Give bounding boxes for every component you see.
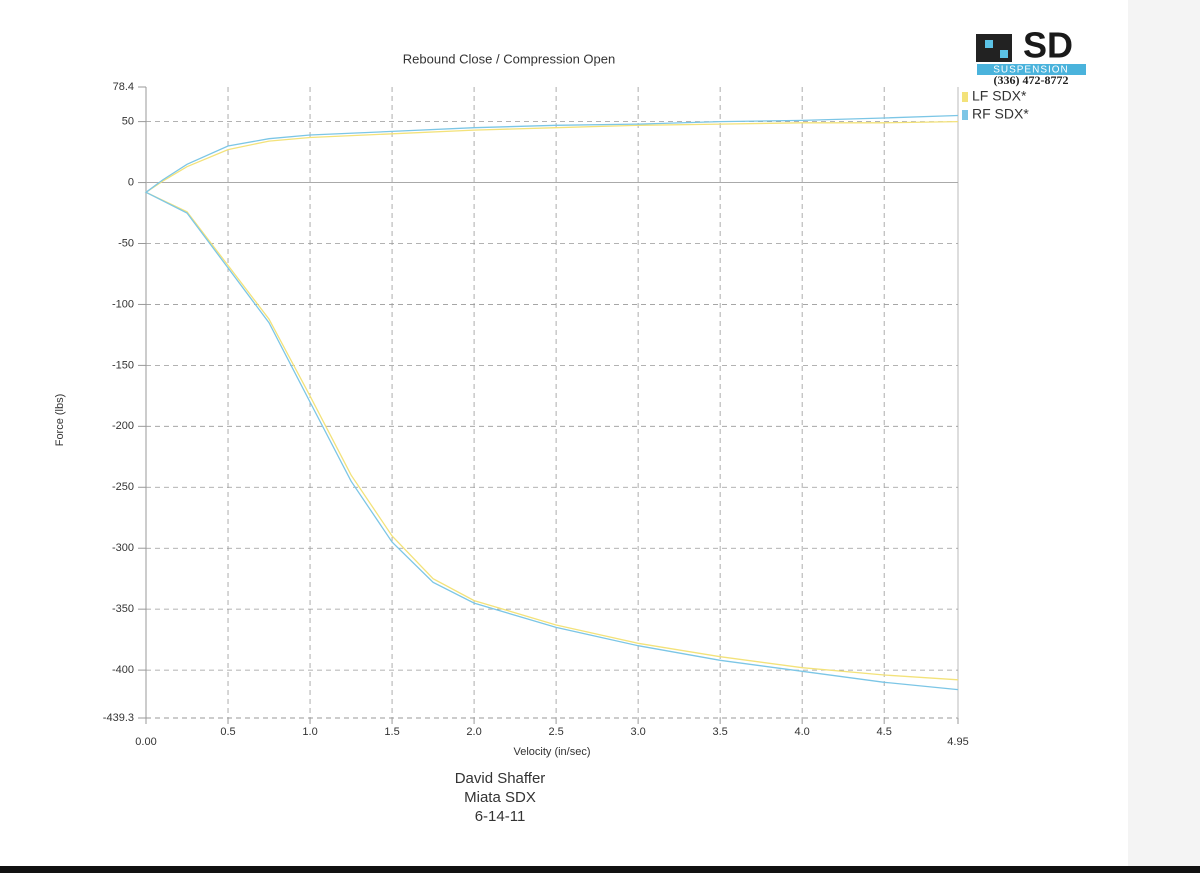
x-axis-label: Velocity (in/sec): [513, 746, 590, 758]
y-tick-label: -250: [112, 481, 134, 493]
legend-swatch: [962, 92, 968, 102]
x-tick-label: 2.0: [466, 726, 481, 738]
y-tick-label: -100: [112, 298, 134, 310]
note: David Shaffer: [455, 770, 546, 787]
y-tick-label: -150: [112, 359, 134, 371]
note: 6-14-11: [475, 808, 526, 825]
y-tick-label: -50: [118, 237, 134, 249]
logo-checker: [1000, 50, 1008, 58]
y-axis-label: Force (lbs): [54, 394, 66, 447]
x-tick-label: 2.5: [548, 726, 563, 738]
y-tick-label: -400: [112, 664, 134, 676]
legend-label: RF SDX*: [972, 106, 1029, 122]
series-line: [144, 114, 959, 691]
x-tick-label: 4.5: [877, 726, 892, 738]
legend-label: LF SDX*: [972, 88, 1027, 104]
x-tick-label: 1.0: [302, 726, 317, 738]
y-tick-label: -300: [112, 542, 134, 554]
scan-border: [0, 866, 1200, 873]
x-tick-label: 1.5: [384, 726, 399, 738]
x-tick-label: 0.5: [220, 726, 235, 738]
logo-mark: SD: [1023, 25, 1073, 66]
y-tick-label: 0: [128, 176, 134, 188]
x-tick-label: 0.00: [135, 736, 156, 748]
scan-edge: [1128, 0, 1200, 873]
chart-title: Rebound Close / Compression Open: [403, 51, 615, 66]
y-tick-label: 50: [122, 116, 134, 128]
y-tick-label: 78.4: [113, 81, 134, 93]
x-tick-label: 4.0: [795, 726, 810, 738]
series-line: [144, 120, 959, 681]
y-tick-label: -439.3: [103, 712, 134, 724]
y-tick-label: -350: [112, 603, 134, 615]
logo-checker: [985, 40, 993, 48]
note: Miata SDX: [464, 789, 536, 806]
x-tick-label: 3.0: [630, 726, 645, 738]
logo-band: [977, 64, 1086, 75]
y-tick-label: -200: [112, 420, 134, 432]
logo-phone: (336) 472-8772: [994, 73, 1069, 87]
legend-swatch: [962, 110, 968, 120]
logo-name: SUSPENSION: [993, 65, 1069, 76]
x-tick-label: 4.95: [947, 736, 968, 748]
logo: SD SUSPENSION (336) 472-8772: [976, 25, 1086, 87]
x-tick-label: 3.5: [712, 726, 727, 738]
